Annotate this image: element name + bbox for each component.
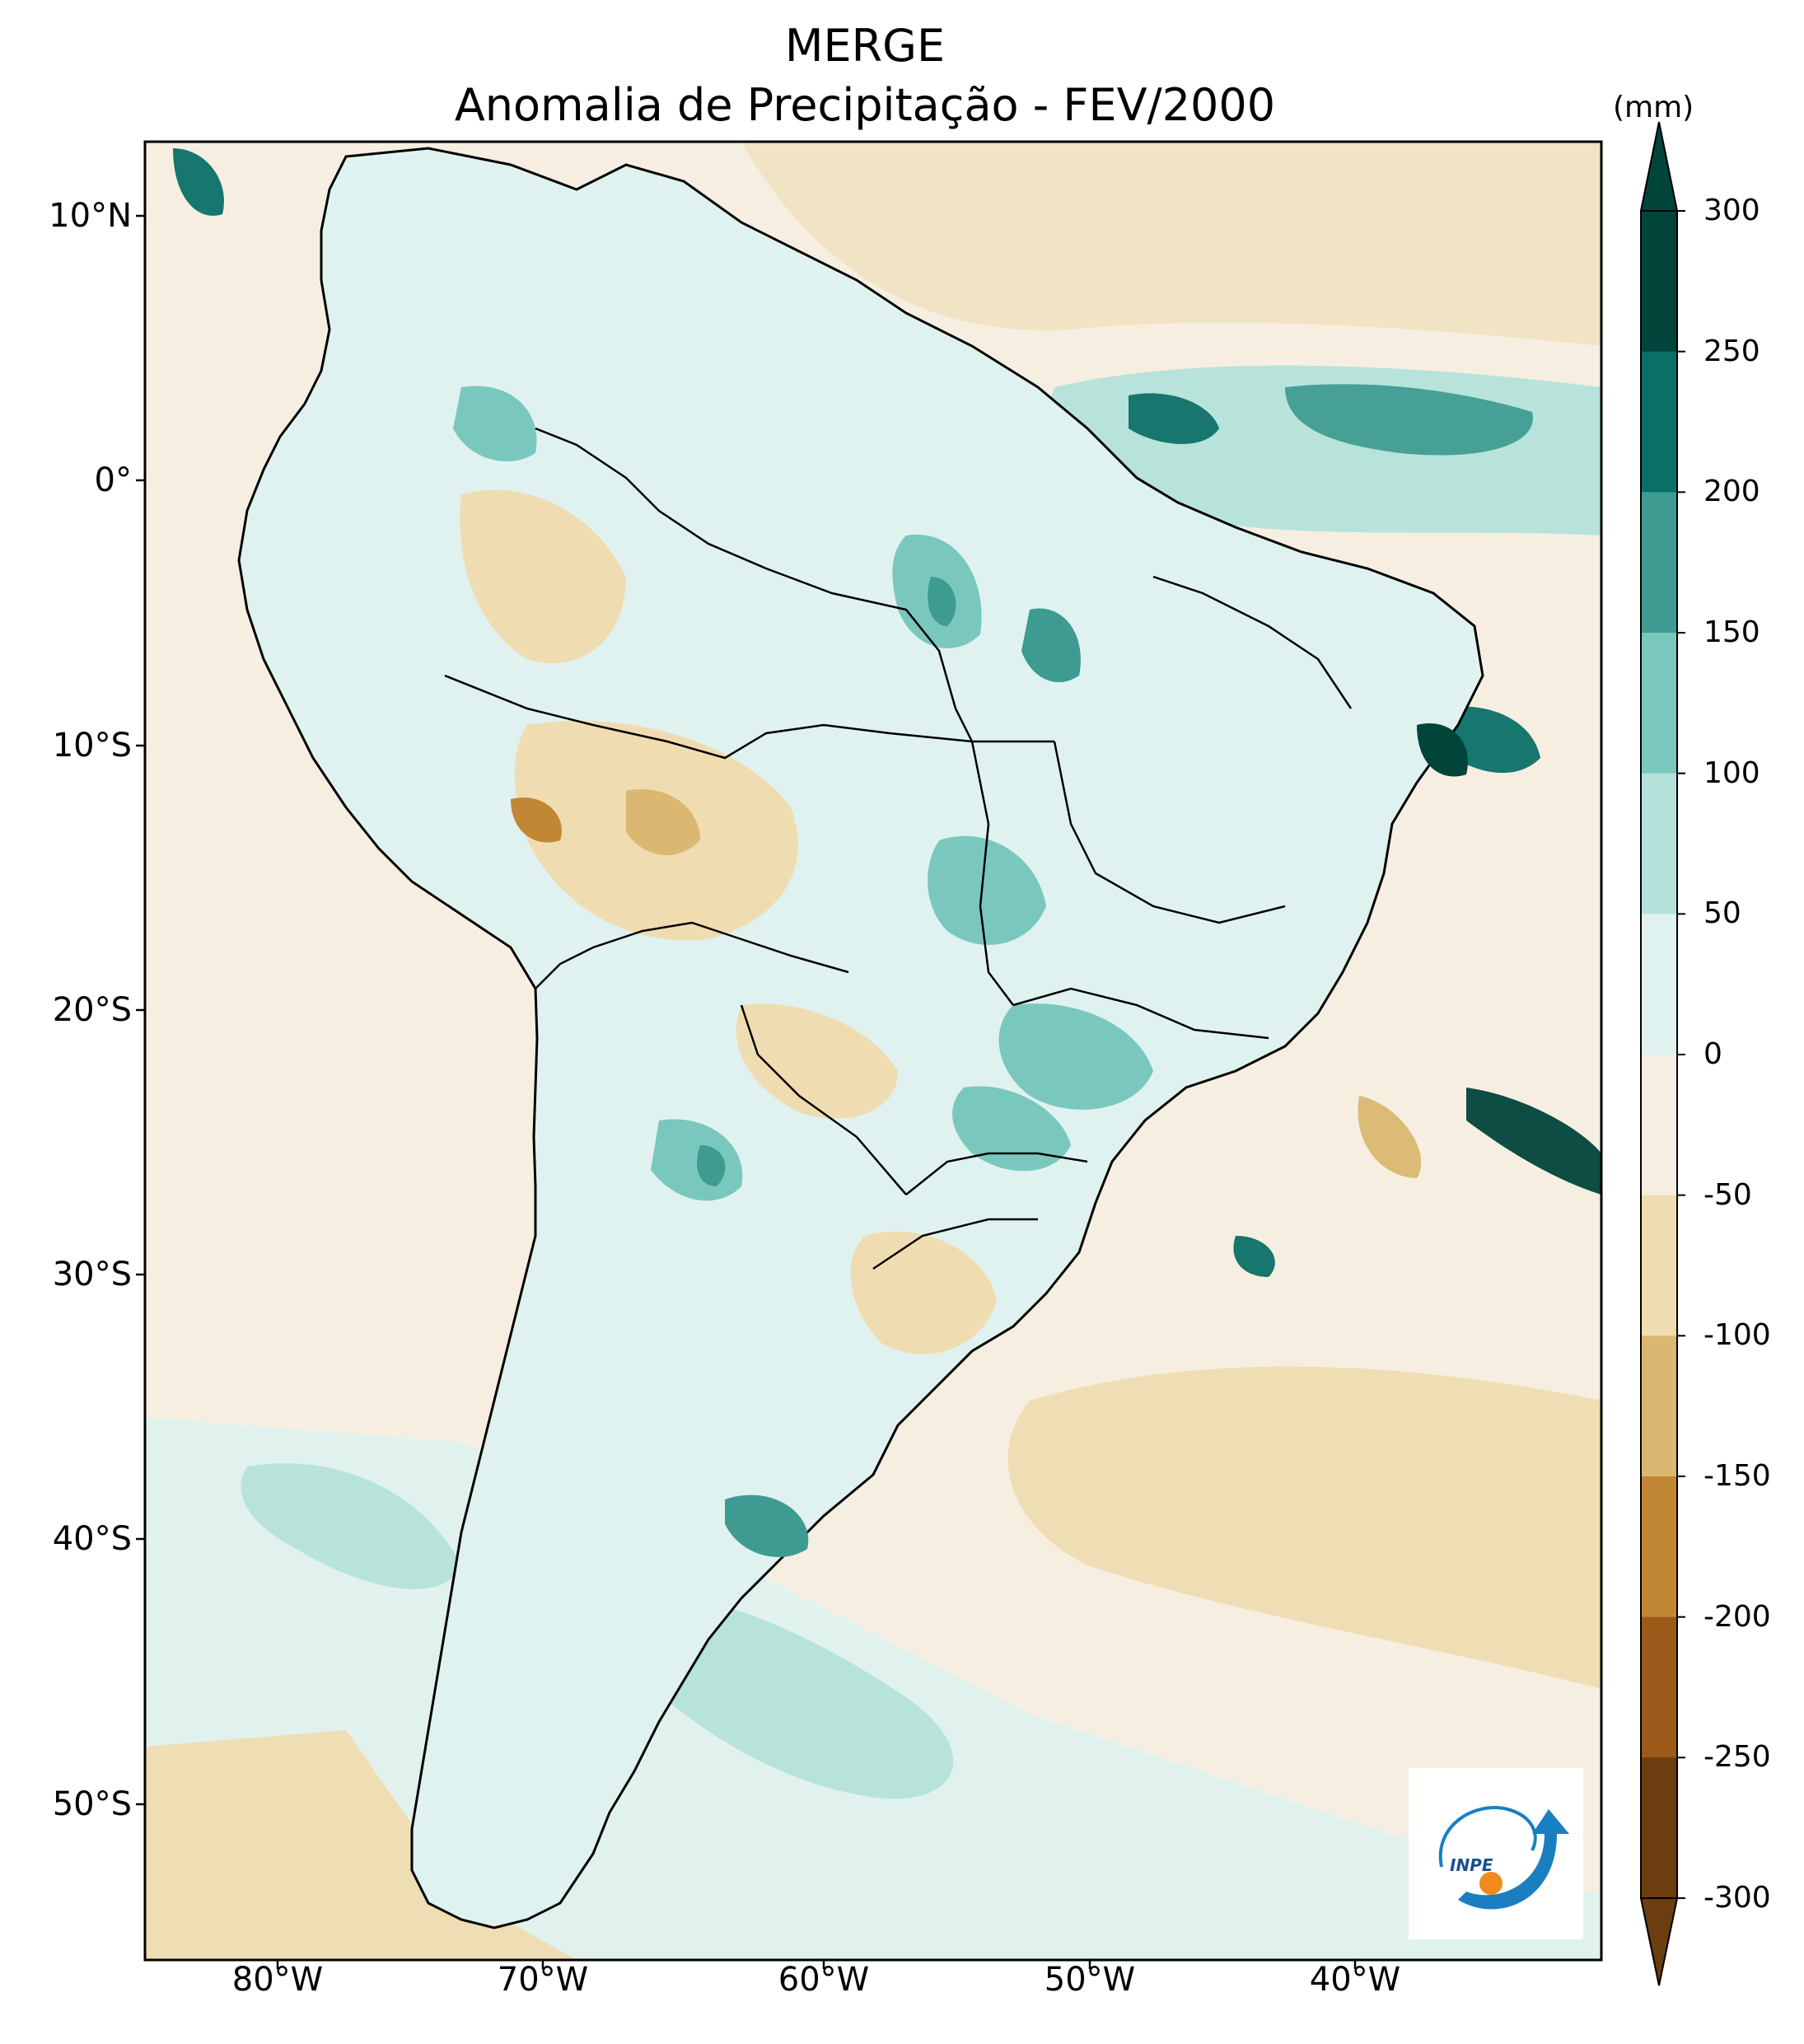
- lon-label-50w: 50°W: [1044, 1961, 1136, 1999]
- colorbar-tick-label: -150: [1704, 1459, 1771, 1493]
- lat-ticks: [136, 214, 145, 1806]
- wet-patch-minas: [998, 1003, 1153, 1110]
- colorbar-segment: [1641, 1335, 1677, 1477]
- colorbar-unit: (mm): [1613, 91, 1694, 124]
- colorbar-segment: [1641, 914, 1677, 1055]
- colorbar-segment: [1641, 633, 1677, 774]
- inpe-logo: INPE: [1409, 1768, 1583, 1939]
- colorbar-tick-label: 100: [1704, 755, 1760, 790]
- lon-label-80w: 80°W: [231, 1961, 324, 1999]
- lat-label-10s: 10°S: [52, 727, 132, 765]
- dry-core-rondonia: [626, 789, 700, 856]
- wet-core-chaco: [697, 1145, 726, 1186]
- lat-label-40s: 40°S: [52, 1520, 132, 1558]
- wet-patch-argentina-south: [725, 1494, 809, 1557]
- wet-core-equatorial-atlantic: [1285, 384, 1533, 456]
- lat-label-30s: 30°S: [52, 1256, 132, 1293]
- colorbar-segment: [1641, 1616, 1677, 1758]
- map-frame: [143, 140, 1603, 1962]
- chart-subtitle: Anomalia de Precipitação - FEV/2000: [454, 79, 1276, 131]
- wet-patch-south-atlantic-2: [1233, 1236, 1275, 1277]
- lon-ticks: [276, 1960, 1357, 1969]
- colorbar-tick-label: 200: [1704, 475, 1760, 509]
- colorbar-segment: [1641, 1757, 1677, 1899]
- colorbar-segment: [1641, 1476, 1677, 1618]
- logo-arrow: [1458, 1809, 1569, 1910]
- colorbar-extend-min: [1639, 1897, 1679, 1986]
- colorbar-extend-max: [1639, 121, 1679, 212]
- country-borders: [444, 427, 1353, 1270]
- lat-label-20s: 20°S: [52, 991, 132, 1029]
- colorbar-segment: [1641, 492, 1677, 634]
- colorbar-tick-label: 250: [1704, 334, 1760, 368]
- wet-core-amapa: [1129, 393, 1219, 444]
- dry-patch-paraguay: [736, 1003, 898, 1119]
- wet-patch-goias: [928, 835, 1046, 945]
- wet-patch-parana: [952, 1086, 1071, 1172]
- colorbar-tick-label: 50: [1704, 896, 1741, 931]
- colorbar-tick-label: -300: [1704, 1881, 1771, 1915]
- dry-zone-south-atlantic: [1007, 1366, 1601, 1689]
- dry-patch-amazon-west: [460, 489, 626, 664]
- colorbar-segment: [1641, 773, 1677, 914]
- wet-patch-pacific-southwest: [241, 1463, 461, 1589]
- lat-label-50s: 50°S: [52, 1785, 132, 1823]
- colorbar-tick-label: 150: [1704, 615, 1760, 649]
- logo-dot: [1479, 1872, 1503, 1895]
- wet-patch-colombia: [453, 386, 537, 461]
- lon-label-70w: 70°W: [497, 1961, 589, 1999]
- wet-core-para: [928, 577, 956, 626]
- colorbar-segment: [1641, 1195, 1677, 1336]
- lon-label-40w: 40°W: [1309, 1961, 1401, 1999]
- wet-patch-caribbean: [173, 148, 224, 216]
- dry-patch-uruguay: [850, 1231, 997, 1354]
- chart-title: MERGE: [784, 20, 946, 72]
- wet-patch-bahia: [1417, 723, 1468, 777]
- colorbar-segment: [1641, 351, 1677, 493]
- lat-label-10n: 10°N: [49, 197, 132, 235]
- colorbar-tick-label: -100: [1704, 1318, 1771, 1353]
- lon-label-60w: 60°W: [778, 1961, 870, 1999]
- colorbar-tick-label: -200: [1704, 1599, 1771, 1634]
- svg-text:INPE: INPE: [1450, 1855, 1493, 1875]
- land-anomaly-patches: [453, 386, 1468, 1557]
- dry-patch-south-atlantic: [1358, 1096, 1422, 1178]
- colorbar-tick-label: -250: [1704, 1740, 1771, 1775]
- dry-zone-north-atlantic: [741, 142, 1601, 346]
- colorbar: [1639, 121, 1685, 1986]
- colorbar-segment: [1641, 211, 1677, 353]
- colorbar-tick-label: -50: [1704, 1177, 1752, 1212]
- colorbar-segment: [1641, 1055, 1677, 1196]
- lat-label-0: 0°: [94, 461, 132, 499]
- wet-patch-maranhao: [1021, 608, 1081, 683]
- colorbar-tick-label: 300: [1704, 194, 1760, 227]
- dry-core-acre: [511, 797, 562, 843]
- wet-band-south-atlantic: [1466, 1087, 1601, 1195]
- colorbar-tick-label: 0: [1704, 1037, 1722, 1071]
